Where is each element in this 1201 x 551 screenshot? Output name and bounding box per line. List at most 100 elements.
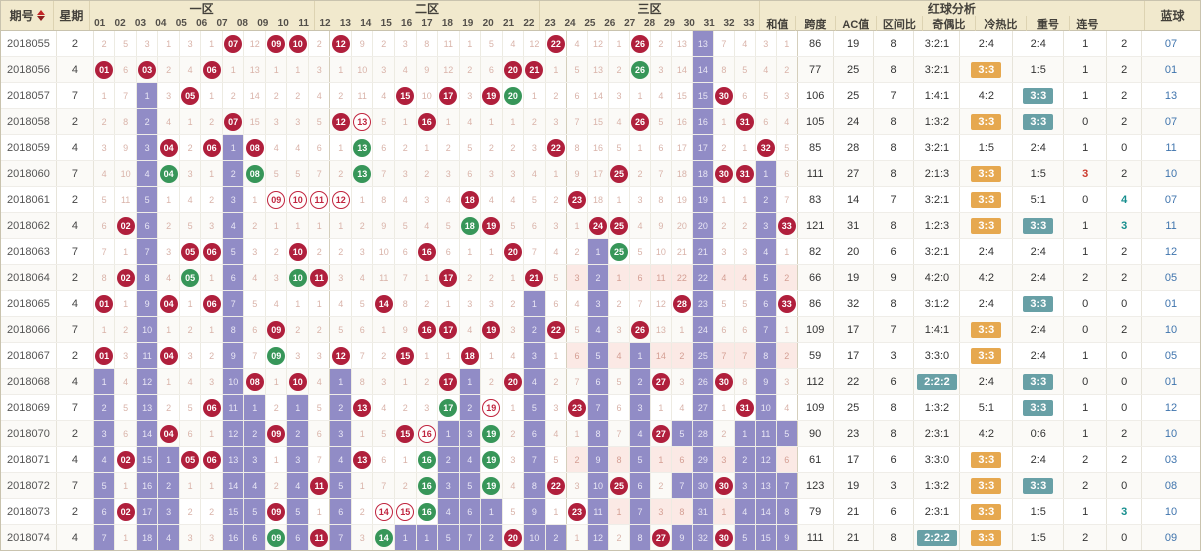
number-cell: 20	[503, 239, 525, 264]
omission-cell: 10	[115, 161, 137, 186]
zone3-header: 三区 23 24 25 26 27 28 29 30 31 32 33	[540, 1, 760, 30]
omission-cell: 25	[692, 343, 714, 368]
omission-cell: 20	[672, 213, 693, 238]
omission-cell: 5	[734, 525, 756, 550]
omission-cell: 2	[201, 499, 223, 524]
omission-cell: 2	[287, 83, 309, 108]
analysis-label: 红球分析	[927, 2, 976, 16]
ac-cell: 8	[874, 291, 915, 316]
omission-cell: 3	[553, 402, 559, 413]
omission-cell: 3	[94, 135, 116, 160]
omission-cell: 3	[395, 161, 417, 186]
column-header-period[interactable]: 期号	[1, 1, 55, 30]
omission-cell: 3	[503, 317, 525, 342]
omission-cell: 3	[417, 395, 439, 420]
omission-cell: 9	[567, 161, 589, 186]
number-cell: 04	[158, 291, 180, 316]
repeat-ball-green: 17	[439, 398, 458, 417]
omission-cell: 1	[201, 31, 223, 56]
week-cell: 7	[57, 395, 94, 420]
omission-cell: 22	[692, 265, 714, 290]
red-ball: 12	[331, 112, 350, 131]
number-cell: 30	[714, 83, 735, 108]
red-ball: 19	[482, 320, 501, 339]
header-奇偶比: 奇偶比	[923, 16, 976, 31]
omission-cell: 5	[330, 473, 352, 498]
omission-cell: 1	[352, 473, 374, 498]
span-cell: 24	[834, 109, 874, 134]
omission-cell: 12	[755, 447, 777, 472]
omission-cell: 2	[438, 135, 460, 160]
zone1: 8 02 8 4 05 1 6 4 3 10 11	[94, 265, 331, 290]
omission-cell: 4	[94, 161, 116, 186]
omission-cell: 7	[459, 525, 482, 550]
week-cell: 7	[57, 317, 94, 342]
omission-cell: 8	[373, 187, 395, 212]
red-ball: 09	[267, 320, 286, 339]
omission-cell: 9	[222, 343, 245, 368]
omission-cell: 11	[115, 187, 137, 212]
sort-icon[interactable]	[36, 10, 45, 21]
span-cell: 21	[834, 525, 874, 550]
omission-cell: 5	[784, 142, 790, 153]
omission-cell: 3	[316, 64, 322, 75]
omission-cell: 1	[352, 421, 374, 446]
omission-cell: 1	[94, 317, 116, 342]
repeat-ball-green: 16	[417, 476, 436, 495]
table-row-2018064: 2018064 2 8 02 8 4 05 1 6 4 3 10 11 3 4 11 7 1 17 2 2 1 21 5 3 2 1…	[1, 265, 1200, 291]
omission-cell: 11	[650, 265, 672, 290]
number-cell: 17	[438, 83, 460, 108]
zone1: 5 1 16 2 1 1 14 4 2 4 11	[93, 473, 331, 498]
zone1: 5 11 5 1 4 2 3 1 09 10 11	[94, 187, 331, 212]
omission-cell: 4	[503, 343, 525, 368]
ch-cell: 3:3	[1013, 213, 1065, 238]
oe-cell: 2:4	[960, 239, 1014, 264]
omission-cell: 6	[459, 499, 482, 524]
number-cell: 04	[158, 343, 180, 368]
omission-cell: 17	[588, 161, 609, 186]
number-cell: 13	[352, 161, 374, 186]
omission-cell: 2	[244, 421, 266, 446]
blue-label: 蓝球	[1160, 9, 1185, 23]
omission-cell: 3	[672, 369, 693, 394]
red-ball: 30	[714, 86, 733, 105]
number-cell: 21	[524, 57, 546, 82]
header-number-16: 16	[401, 17, 413, 29]
omission-cell: 2	[158, 395, 180, 420]
omission-cell: 7	[567, 369, 589, 394]
omission-cell: 5	[136, 187, 159, 212]
outline-ball: 14	[374, 502, 393, 521]
omission-cell: 3	[459, 421, 482, 446]
omission-cell: 13	[588, 57, 609, 82]
ch-cell: 2:4	[1013, 317, 1065, 342]
number-cell: 17	[438, 369, 460, 394]
omission-cell: 3	[460, 83, 482, 108]
span-cell: 32	[834, 291, 874, 316]
omission-cell: 8	[629, 525, 651, 550]
omission-cell: 3	[609, 317, 630, 342]
omission-cell: 1	[352, 187, 374, 212]
ch-cell: 2:4	[1013, 447, 1065, 472]
number-cell: 13	[352, 135, 374, 160]
span-cell: 28	[834, 135, 874, 160]
zone3: 23 11 1 7 3 8 31 1 4 14 8	[567, 499, 798, 524]
table-row-2018065: 2018065 4 01 1 9 04 1 06 7 5 4 1 1 4 5 14 8 2 1 3 3 2 1 6 4 3 2 7 12…	[1, 291, 1200, 317]
consecutive-cell: 3	[1107, 499, 1143, 524]
period-cell: 2018065	[1, 291, 57, 316]
repeat-cell: 1	[1064, 421, 1108, 446]
ratio-badge: 3:3	[971, 451, 1002, 468]
repeat-ball-green: 16	[417, 450, 436, 469]
zone3: 3 2 1 6 11 22 22 4 4 5 2	[567, 265, 798, 290]
omission-cell: 1	[201, 473, 223, 498]
header-number-31: 31	[703, 17, 715, 29]
repeat-ball-green: 09	[267, 528, 286, 547]
ch-cell: 5:1	[1013, 187, 1065, 212]
zone3: 7 15 4 26 5 16 16 1 31 6 4	[567, 109, 798, 134]
zr-cell: 1:3:2	[914, 109, 961, 134]
omission-cell: 1	[316, 298, 322, 309]
span-cell: 31	[834, 213, 874, 238]
omission-cell: 1	[330, 213, 352, 238]
zr-cell: 3:2:1	[914, 135, 961, 160]
number-cell: 13	[352, 395, 374, 420]
